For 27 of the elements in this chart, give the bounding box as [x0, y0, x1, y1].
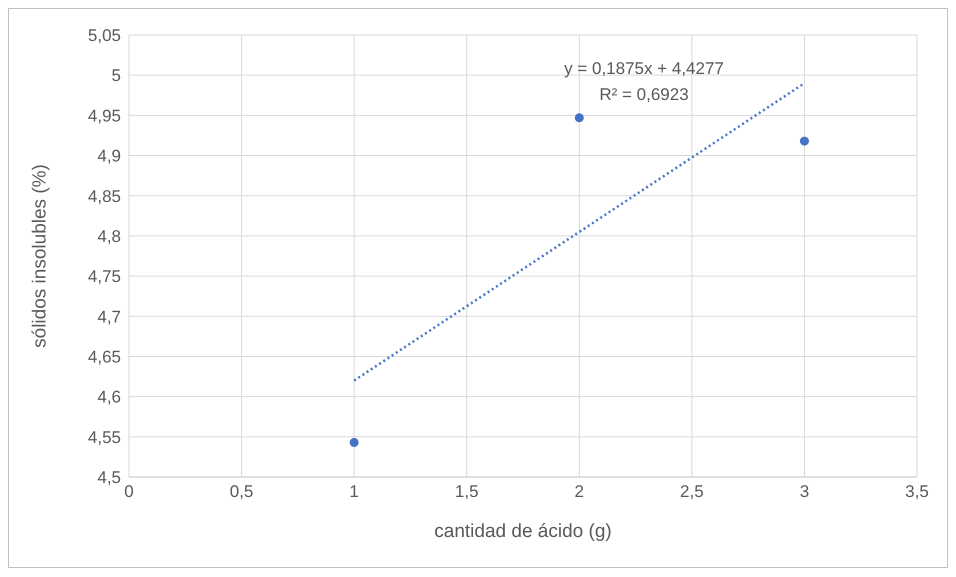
- y-tick-label: 5: [112, 66, 121, 86]
- y-tick-label: 4,75: [88, 267, 121, 286]
- x-tick-label: 3: [800, 482, 810, 502]
- annotation: R² = 0,6923: [598, 85, 690, 105]
- y-tick-label: 4,65: [88, 347, 121, 366]
- point: [350, 438, 359, 447]
- y-axis-title: sólidos insolubles (%): [30, 164, 51, 348]
- x-tick-label: 0: [124, 482, 134, 502]
- x-tick-label: 3,5: [905, 482, 929, 502]
- y-tick-label: 4,8: [97, 226, 121, 246]
- y-tick-label: 4,95: [88, 106, 121, 126]
- point: [800, 136, 809, 146]
- x-tick-label: 2: [574, 482, 584, 502]
- point: [574, 113, 584, 122]
- y-tick-label: 4,5: [97, 468, 121, 488]
- y-tick-label: 4,9: [97, 146, 121, 166]
- x-axis-title: cantidad de ácido (g): [434, 521, 612, 542]
- y-tick-label: 4,7: [97, 307, 121, 326]
- x-tick-label: 0,5: [230, 482, 254, 502]
- x-tick-label: 1: [349, 482, 359, 502]
- y-tick-label: 4,6: [97, 388, 121, 407]
- x-tick-label: 1,5: [454, 482, 479, 502]
- y-tick-label: 5,05: [88, 26, 121, 46]
- x-tick-label: 2,5: [680, 482, 704, 502]
- y-tick-label: 4,85: [88, 186, 121, 206]
- y-tick-label: 4,55: [88, 428, 121, 447]
- annotation: y = 0,1875x + 4,4277: [563, 59, 725, 79]
